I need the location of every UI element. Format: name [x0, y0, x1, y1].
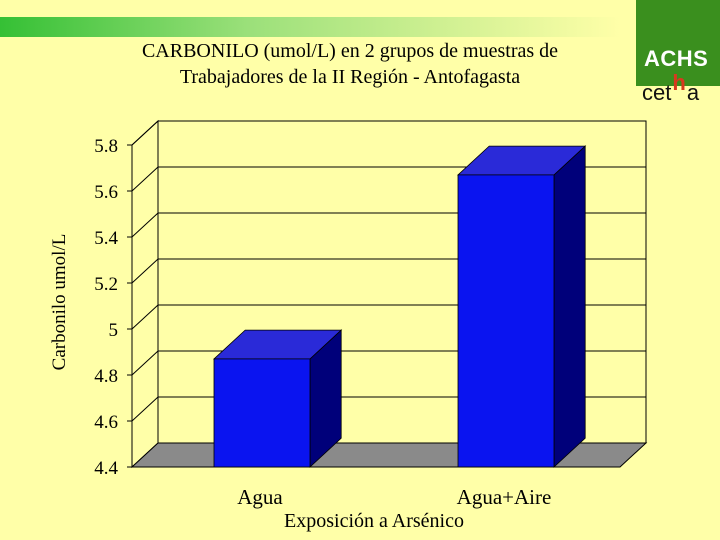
y-tick-label: 5 [109, 320, 119, 341]
cetha-h: h [672, 70, 686, 95]
cetha-suffix: a [686, 80, 700, 105]
bar [212, 329, 343, 468]
y-tick-label: 5.8 [94, 136, 118, 157]
bar [456, 145, 587, 468]
y-tick-label: 5.2 [94, 274, 118, 295]
top-gradient-bar [0, 17, 620, 37]
cetha-logo: cetha [642, 70, 700, 106]
side-wall [131, 119, 159, 469]
bar-front [213, 358, 311, 468]
gridline [131, 120, 646, 146]
bar-side [553, 145, 586, 468]
achs-logo-text: ACHS [644, 46, 709, 71]
y-axis-label: Carbonilo umol/L [49, 233, 70, 371]
x-tick-label: Agua+Aire [457, 485, 552, 509]
y-tick-label: 5.6 [94, 182, 118, 203]
cetha-prefix: cet [642, 80, 672, 105]
x-axis-label: Exposición a Arsénico [284, 510, 464, 532]
y-tick-label: 4.8 [94, 366, 118, 387]
x-tick-label: Agua [237, 485, 283, 509]
y-tick-label: 5.4 [94, 228, 118, 249]
chart-title-line-1: CARBONILO (umol/L) en 2 grupos de muestr… [141, 40, 559, 62]
chart-title-line-2: Trabajadores de la II Región - Antofagas… [179, 66, 521, 88]
achs-logo-box [636, 0, 720, 86]
bar-front [457, 174, 555, 468]
y-tick-label: 4.6 [94, 412, 118, 433]
chart-title: CARBONILO (umol/L) en 2 grupos de muestr… [60, 38, 640, 90]
y-tick-label: 4.4 [94, 458, 118, 479]
